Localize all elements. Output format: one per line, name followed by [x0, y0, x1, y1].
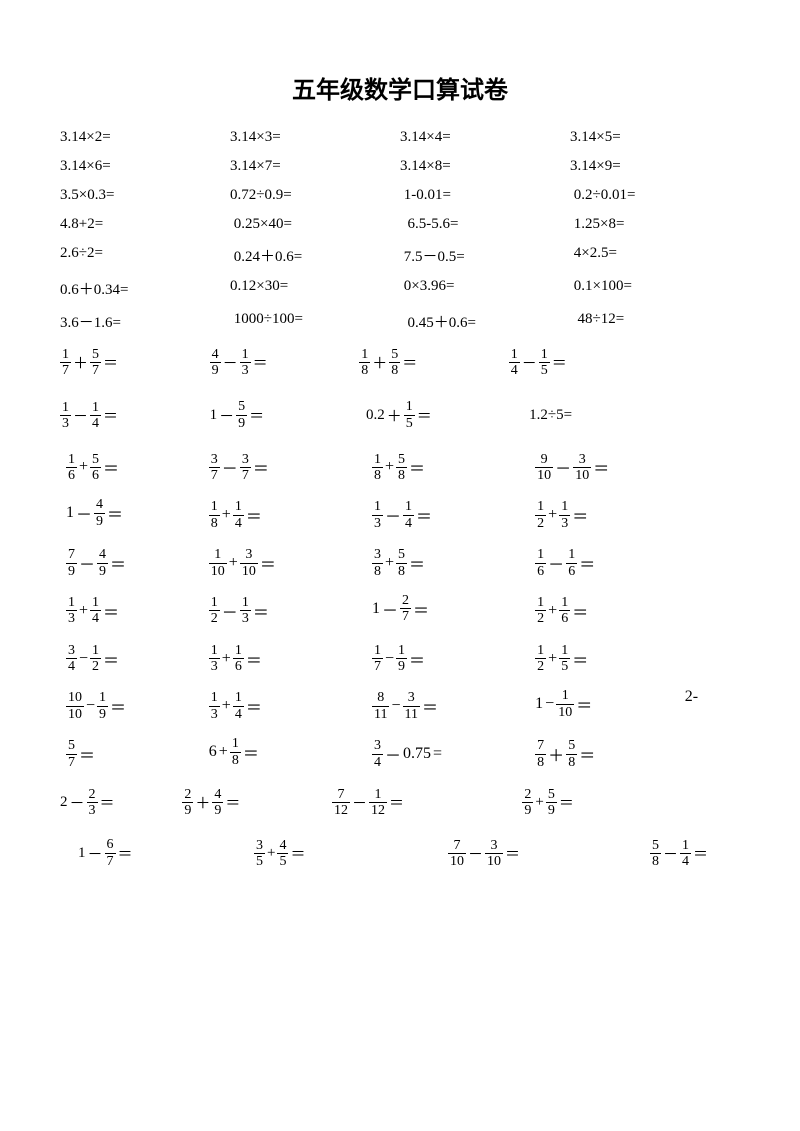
- fraction-cell: 1－49＝: [60, 497, 209, 531]
- problem-cell: 7.5－0.5=: [400, 245, 570, 266]
- fraction-cell: 18+14＝: [209, 497, 372, 531]
- fraction-cell: 29＋49＝: [182, 786, 332, 819]
- fraction-cell: 35+45＝: [248, 837, 424, 870]
- fraction-row-1: 17＋57＝49－13＝18＋58＝14－15＝: [60, 346, 740, 379]
- fraction-cell: 1－27＝: [372, 593, 535, 627]
- problem-cell: 1-0.01=: [400, 187, 570, 204]
- fraction-cell: 6+18＝: [209, 736, 372, 770]
- fraction-cell: 16－16＝: [535, 545, 685, 579]
- fraction-cell: 78＋58＝: [535, 736, 685, 770]
- fraction-group: 16+56＝37－37＝18+58＝910－310＝ 1－49＝18+14＝13－…: [60, 450, 740, 770]
- problem-cell: 3.5×0.3=: [60, 187, 230, 204]
- fraction-cell: 13+14＝: [60, 593, 209, 627]
- problem-cell: 0.2÷0.01=: [570, 187, 740, 204]
- problem-cell: 3.14×2=: [60, 129, 230, 146]
- fraction-cell: 1－67＝: [60, 837, 248, 869]
- fraction-cell: 0.2＋15＝: [366, 399, 529, 431]
- problem-cell: 48÷12=: [570, 311, 740, 332]
- problem-cell: 3.14×7=: [230, 158, 400, 175]
- problem-cell: 1.25×8=: [570, 216, 740, 233]
- fraction-cell: 1−110＝: [535, 688, 685, 722]
- decimal-problems: 3.14×2=3.14×3=3.14×4=3.14×5=3.14×6=3.14×…: [60, 129, 740, 332]
- fraction-cell: 34−12＝: [60, 641, 209, 675]
- fraction-cell: 910－310＝: [535, 450, 685, 484]
- problem-cell: 0.6＋0.34=: [60, 278, 230, 299]
- problem-cell: 2.6÷2=: [60, 245, 230, 266]
- problem-cell: 3.14×4=: [400, 129, 570, 146]
- fraction-cell: 18+58＝: [372, 450, 535, 484]
- fraction-cell: 13－14＝: [60, 399, 210, 432]
- fraction-cell: 37－37＝: [209, 450, 372, 484]
- fraction-cell: 1－59＝: [210, 399, 366, 431]
- fraction-row-2: 13－14＝1－59＝0.2＋15＝1.2÷5=: [60, 399, 740, 432]
- fraction-cell: 710－310＝: [424, 837, 618, 870]
- fraction-cell: 13+14＝: [209, 688, 372, 722]
- fraction-cell: 14－15＝: [509, 346, 659, 379]
- problem-cell: 6.5-5.6=: [400, 216, 570, 233]
- fraction-cell: 58－14＝: [618, 837, 800, 870]
- fraction-cell: 2-: [685, 688, 746, 722]
- problem-cell: 1000÷100=: [230, 311, 400, 332]
- fraction-cell: 1.2÷5=: [529, 407, 665, 424]
- fraction-cell: 34－0.75=: [372, 736, 535, 770]
- fraction-cell: 18＋58＝: [359, 346, 509, 379]
- fraction-cell: 16+56＝: [60, 450, 209, 484]
- fraction-cell: 79－49＝: [60, 545, 209, 579]
- problem-cell: 3.14×8=: [400, 158, 570, 175]
- fraction-cell: 12+16＝: [535, 593, 685, 627]
- page-title: 五年级数学口算试卷: [60, 70, 740, 105]
- fraction-cell: 12+15＝: [535, 641, 685, 675]
- problem-cell: 4×2.5=: [570, 245, 740, 266]
- fraction-cell: 29+59＝: [522, 786, 672, 819]
- worksheet-page: 五年级数学口算试卷 3.14×2=3.14×3=3.14×4=3.14×5=3.…: [0, 0, 800, 1131]
- problem-cell: 0.1×100=: [570, 278, 740, 299]
- fraction-cell: 712－112＝: [332, 786, 522, 819]
- fraction-cell: 12+13＝: [535, 497, 685, 531]
- problem-cell: 0.24＋0.6=: [230, 245, 400, 266]
- problem-cell: 3.14×5=: [570, 129, 740, 146]
- problem-cell: 3.14×9=: [570, 158, 740, 175]
- problem-cell: 0.45＋0.6=: [400, 311, 570, 332]
- fraction-cell: 17−19＝: [372, 641, 535, 675]
- fraction-cell: 57＝: [60, 736, 209, 770]
- fraction-cell: 1010−19＝: [60, 688, 209, 722]
- fraction-cell: 49－13＝: [210, 346, 360, 379]
- fraction-cell: 110+310＝: [209, 545, 372, 579]
- fraction-cell: 2－23＝: [60, 787, 182, 819]
- problem-cell: 3.14×6=: [60, 158, 230, 175]
- fraction-cell: 12－13＝: [209, 593, 372, 627]
- problem-cell: 0×3.96=: [400, 278, 570, 299]
- fraction-cell: 38+58＝: [372, 545, 535, 579]
- fraction-cell: 13+16＝: [209, 641, 372, 675]
- fraction-cell: 13－14＝: [372, 497, 535, 531]
- fraction-last-rows: 2－23＝29＋49＝712－112＝29+59＝ 1－67＝35+45＝710－…: [60, 786, 740, 870]
- problem-cell: 3.6－1.6=: [60, 311, 230, 332]
- fraction-cell: 17＋57＝: [60, 346, 210, 379]
- problem-cell: 0.72÷0.9=: [230, 187, 400, 204]
- problem-cell: 0.12×30=: [230, 278, 400, 299]
- fraction-cell: 811−311＝: [372, 688, 535, 722]
- problem-cell: 0.25×40=: [230, 216, 400, 233]
- problem-cell: 3.14×3=: [230, 129, 400, 146]
- problem-cell: 4.8+2=: [60, 216, 230, 233]
